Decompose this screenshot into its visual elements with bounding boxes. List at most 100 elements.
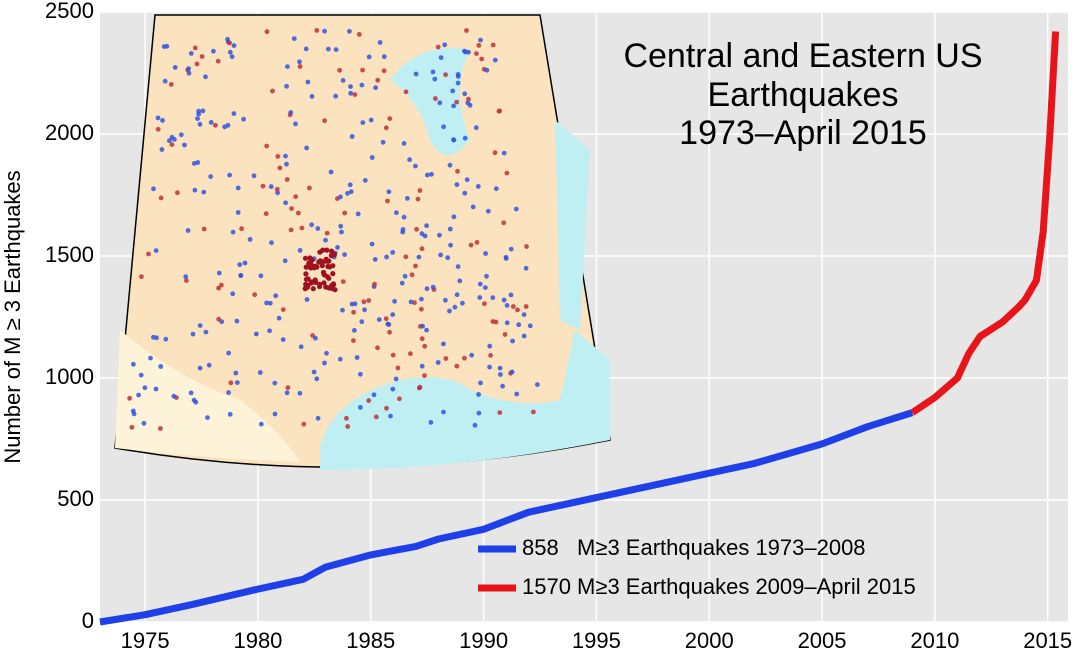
map-dot — [493, 319, 499, 325]
map-dot — [267, 328, 272, 334]
map-dot — [414, 226, 419, 232]
map-dot — [508, 246, 514, 252]
map-dot — [523, 304, 529, 309]
map-dot — [447, 162, 453, 168]
map-dot — [311, 369, 317, 375]
map-dot — [500, 383, 505, 389]
map-dot — [420, 323, 425, 329]
map-dot — [264, 300, 269, 306]
map-dot — [498, 372, 503, 377]
series-line — [910, 31, 1060, 416]
map-dot — [441, 124, 446, 130]
map-dot — [226, 350, 232, 356]
map-dot — [380, 139, 386, 145]
map-dot — [297, 390, 303, 396]
map-dot — [476, 410, 482, 416]
map-dot — [330, 271, 336, 277]
map-dot — [340, 279, 346, 284]
x-tick-label: 2000 — [685, 628, 734, 653]
map-dot — [349, 134, 355, 139]
map-dot — [284, 83, 289, 89]
map-dot — [455, 80, 461, 86]
map-dot — [443, 72, 448, 78]
map-dot — [464, 177, 470, 183]
map-dot — [358, 371, 363, 377]
map-dot — [387, 329, 392, 335]
y-tick-label: 500 — [57, 486, 94, 511]
map-dot — [366, 298, 372, 303]
map-dot — [369, 241, 375, 247]
map-dot — [390, 312, 396, 317]
map-dot — [270, 88, 275, 94]
map-dot — [169, 142, 175, 148]
map-dot — [285, 385, 291, 391]
map-dot — [216, 270, 222, 276]
map-dot — [158, 195, 164, 201]
map-dot — [327, 264, 333, 270]
map-dot — [347, 182, 353, 188]
map-dot — [501, 297, 507, 303]
map-dot — [510, 338, 515, 344]
map-dot — [268, 184, 274, 190]
map-dot — [348, 84, 353, 89]
map-dot — [296, 210, 301, 216]
map-dot — [275, 190, 280, 196]
map-dot — [387, 116, 393, 121]
map-dot — [275, 154, 281, 159]
map-dot — [435, 44, 441, 50]
map-dot — [328, 248, 335, 254]
map-dot — [479, 56, 485, 62]
map-dot — [397, 396, 402, 402]
map-dot — [338, 223, 344, 229]
map-dot — [228, 380, 234, 386]
map-dot — [484, 67, 490, 73]
map-dot — [308, 265, 314, 271]
map-dot — [490, 295, 496, 301]
map-dot — [151, 334, 156, 340]
map-dot — [159, 147, 165, 152]
map-dot — [490, 42, 496, 48]
map-dot — [408, 299, 414, 305]
map-dot — [385, 198, 390, 204]
map-dot — [230, 291, 236, 297]
map-dot — [475, 184, 481, 189]
map-dot — [455, 74, 461, 79]
map-dot — [351, 338, 356, 343]
map-dot — [477, 281, 483, 287]
map-dot — [320, 247, 326, 253]
map-dot — [237, 262, 243, 268]
map-dot — [162, 78, 168, 84]
y-tick-label: 2000 — [45, 120, 94, 145]
map-dot — [349, 301, 355, 307]
map-dot — [390, 352, 396, 358]
map-dot — [303, 46, 309, 52]
map-dot — [448, 242, 453, 248]
map-dot — [441, 341, 446, 347]
map-dot — [424, 327, 429, 333]
map-dot — [484, 273, 489, 279]
map-dot — [247, 237, 253, 242]
map-dot — [297, 59, 302, 65]
map-dot — [447, 226, 453, 232]
map-dot — [304, 145, 309, 151]
x-tick-label: 2015 — [1023, 628, 1072, 653]
map-dot — [455, 264, 461, 269]
map-dot — [422, 373, 427, 378]
map-dot — [462, 91, 468, 97]
map-dot — [376, 317, 382, 322]
x-tick-label: 1975 — [121, 628, 170, 653]
map-dot — [359, 319, 365, 325]
map-dot — [339, 229, 344, 235]
map-dot — [377, 40, 383, 45]
map-dot — [452, 304, 458, 310]
map-dot — [272, 411, 278, 417]
map-dot — [361, 299, 367, 305]
map-dot — [441, 409, 446, 415]
map-dot — [492, 150, 498, 156]
map-dot — [416, 385, 422, 391]
legend-label: 858 M≥3 Earthquakes 1973–2008 — [522, 535, 866, 560]
map-inset — [114, 14, 611, 470]
map-dot — [205, 415, 210, 420]
title-line: Earthquakes — [708, 76, 899, 114]
map-dot — [142, 385, 148, 391]
